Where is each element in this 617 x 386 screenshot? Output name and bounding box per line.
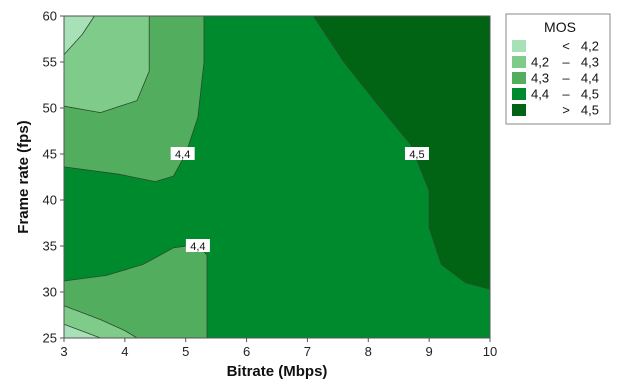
- y-tick-label: 55: [43, 55, 57, 70]
- x-tick-label: 9: [426, 344, 433, 359]
- legend-item: >4,5: [512, 103, 599, 118]
- legend-range-from: 4,2: [531, 55, 549, 70]
- legend-symbol: <: [562, 39, 570, 54]
- legend-item: 4,4–4,5: [512, 87, 599, 102]
- legend-range-to: 4,2: [581, 39, 599, 54]
- legend-range-from: 4,3: [531, 71, 549, 86]
- legend-swatch: [512, 40, 526, 52]
- y-tick-label: 60: [43, 9, 57, 24]
- legend-range-to: 4,5: [581, 87, 599, 102]
- contour-label-box: [404, 147, 429, 160]
- legend-symbol: >: [562, 103, 570, 118]
- contour-regions: [63, 15, 491, 339]
- x-tick-label: 6: [243, 344, 250, 359]
- x-tick-label: 4: [121, 344, 128, 359]
- y-axis-ticks: 25 30 35 40 45 50 55 60: [43, 9, 64, 346]
- x-tick-label: 10: [483, 344, 497, 359]
- legend-range-to: 4,3: [581, 55, 599, 70]
- legend-item: 4,2–4,3: [512, 55, 599, 70]
- x-tick-label: 7: [304, 344, 311, 359]
- x-tick-label: 3: [60, 344, 67, 359]
- contour-label: 4,5: [404, 147, 429, 161]
- legend-dash: –: [562, 71, 570, 86]
- contour-label-text: 4,4: [190, 241, 205, 253]
- legend-range-from: 4,4: [531, 87, 549, 102]
- y-tick-label: 30: [43, 285, 57, 300]
- legend-dash: –: [562, 87, 570, 102]
- legend-items: <4,24,2–4,34,3–4,44,4–4,5> 4,5: [512, 39, 599, 118]
- contour-label-box: [185, 239, 210, 252]
- y-tick-label: 25: [43, 331, 57, 346]
- legend-range-to: 4,5: [581, 103, 599, 118]
- contour-label: 4,4: [185, 239, 210, 253]
- contour-label-box: [170, 147, 195, 160]
- x-tick-label: 8: [365, 344, 372, 359]
- legend-swatch: [512, 56, 526, 68]
- contour-label-text: 4,5: [409, 149, 424, 161]
- y-axis-title: Frame rate (fps): [15, 120, 32, 233]
- legend-title: MOS: [544, 19, 576, 35]
- contour-labels: 4,4 4,4 4,5: [170, 147, 429, 253]
- legend-item: <4,2: [512, 39, 599, 54]
- plot-frame: [63, 15, 491, 339]
- x-axis-title: Bitrate (Mbps): [227, 363, 328, 380]
- y-tick-label: 40: [43, 193, 57, 208]
- legend-swatch: [512, 88, 526, 100]
- contour-label: 4,4: [170, 147, 195, 161]
- legend-dash: –: [562, 55, 570, 70]
- x-tick-label: 5: [182, 344, 189, 359]
- legend-swatch: [512, 72, 526, 84]
- y-tick-label: 35: [43, 239, 57, 254]
- y-tick-label: 50: [43, 101, 57, 116]
- legend-swatch: [512, 104, 526, 116]
- x-axis-ticks: 3 4 5 6 7 8 9 10: [60, 338, 497, 359]
- y-tick-label: 45: [43, 147, 57, 162]
- legend-item: 4,3–4,4: [512, 71, 599, 86]
- legend: MOS <4,24,2–4,34,3–4,44,4–4,5> 4,5: [505, 13, 611, 125]
- contour-label-text: 4,4: [175, 149, 190, 161]
- legend-range-to: 4,4: [581, 71, 599, 86]
